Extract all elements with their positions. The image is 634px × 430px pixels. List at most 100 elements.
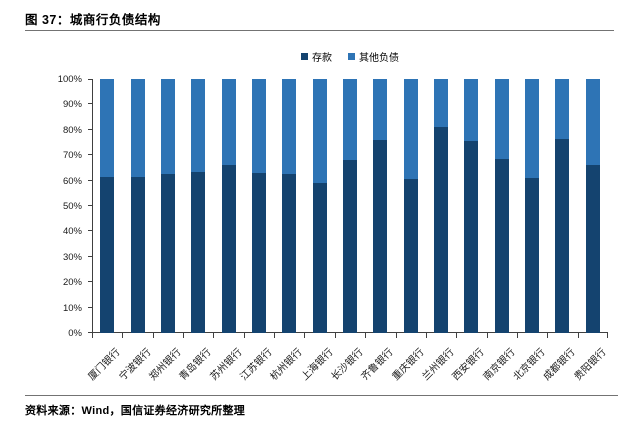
- bar-segment: [130, 176, 145, 333]
- bar-segment: [282, 79, 297, 175]
- x-tick: [578, 333, 579, 338]
- legend-label: 存款: [312, 53, 332, 64]
- bar-segment: [434, 79, 449, 128]
- x-tick: [487, 333, 488, 338]
- y-tick-label: 80%: [62, 124, 82, 136]
- bar-segment: [221, 79, 236, 166]
- bar-segment: [373, 139, 388, 333]
- bar-segment: [100, 79, 115, 177]
- x-category-labels: 厦门银行 宁波银行 郑州银行 青岛银行 苏州银行 江苏银行 杭州银行 上海银行 长沙银行 齐鲁银行…: [87, 338, 609, 398]
- title-divider: [25, 30, 614, 31]
- bar-segment: [160, 79, 175, 175]
- x-tick: [517, 333, 518, 338]
- x-category-label: 齐鲁银行: [359, 346, 396, 383]
- y-tick-label: 20%: [62, 277, 82, 289]
- x-tick: [244, 333, 245, 338]
- bar-segment: [585, 79, 600, 166]
- chart-legend: 存款 其他负债: [92, 49, 608, 64]
- legend-swatch-icon: [301, 53, 308, 60]
- y-tick-label: 40%: [62, 226, 82, 238]
- y-tick: [88, 332, 92, 333]
- bar-segment: [494, 159, 509, 333]
- y-tick: [88, 205, 92, 206]
- legend-label: 其他负债: [359, 53, 399, 64]
- y-tick-label: 70%: [62, 150, 82, 162]
- x-category-label: 杭州银行: [268, 346, 305, 383]
- bar-segment: [494, 79, 509, 160]
- bar-segment: [464, 79, 479, 142]
- x-category-label: 青岛银行: [177, 346, 214, 383]
- bar-segment: [555, 138, 570, 333]
- legend-swatch-icon: [348, 53, 355, 60]
- source-divider: [25, 395, 618, 396]
- bar-segment: [251, 172, 266, 333]
- x-tick: [304, 333, 305, 338]
- x-category-label: 江苏银行: [238, 346, 275, 383]
- bar-segment: [100, 176, 115, 333]
- source-note: 资料来源：Wind，国信证券经济研究所整理: [25, 405, 246, 417]
- x-category-label: 成都银行: [542, 346, 579, 383]
- x-tick: [92, 333, 93, 338]
- x-tick: [365, 333, 366, 338]
- y-tick: [88, 230, 92, 232]
- bar-segment: [343, 160, 357, 333]
- y-tick: [88, 179, 92, 181]
- x-tick: [426, 333, 427, 338]
- y-tick-label: 100%: [57, 74, 82, 85]
- x-category-label: 苏州银行: [208, 346, 245, 383]
- bar-segment: [434, 127, 449, 333]
- y-tick: [88, 154, 92, 156]
- bar-segment: [130, 79, 145, 177]
- y-tick: [88, 255, 92, 257]
- plot-area: [88, 79, 608, 338]
- bar-segment: [525, 79, 540, 179]
- bar-segment: [191, 79, 206, 172]
- x-tick: [547, 333, 548, 338]
- x-tick: [396, 333, 397, 338]
- y-tick: [88, 103, 92, 105]
- y-axis-labels: 0% 10% 20% 30% 40% 50% 60% 70% 80% 90% 100%: [40, 74, 88, 339]
- x-category-label: 厦门银行: [86, 346, 123, 383]
- bar-segment: [585, 165, 600, 333]
- x-category-label: 长沙银行: [329, 346, 366, 383]
- figure-title: 图 37：城商行负债结构: [25, 13, 161, 27]
- y-tick: [88, 128, 92, 130]
- x-category-label: 贵阳银行: [572, 346, 609, 383]
- bar-segment: [403, 79, 418, 180]
- y-tick-label: 0%: [68, 328, 82, 339]
- y-tick-label: 30%: [62, 251, 82, 263]
- y-tick-label: 10%: [62, 302, 82, 314]
- x-tick: [274, 333, 275, 338]
- x-category-label: 宁波银行: [117, 346, 154, 383]
- x-tick: [122, 333, 123, 338]
- y-tick-label: 90%: [62, 99, 82, 111]
- bar-segment: [525, 178, 540, 333]
- bar-segment: [251, 79, 266, 173]
- bar-segment: [343, 79, 357, 161]
- x-tick: [153, 333, 154, 338]
- x-category-label: 南京银行: [481, 346, 518, 383]
- bar-segment: [555, 79, 570, 139]
- bar-segment: [464, 141, 479, 333]
- y-tick-label: 50%: [62, 201, 82, 212]
- legend-item: 其他负债: [348, 49, 399, 64]
- bar-segment: [282, 174, 297, 333]
- bar-segment: [312, 79, 327, 184]
- x-category-label: 上海银行: [299, 346, 336, 383]
- x-category-label: 郑州银行: [147, 346, 184, 383]
- y-tick: [88, 281, 92, 283]
- y-axis-line: [92, 79, 93, 333]
- x-tick: [335, 333, 336, 338]
- x-tick: [213, 333, 214, 338]
- x-category-label: 北京银行: [511, 346, 548, 383]
- bar-segment: [373, 79, 388, 140]
- bar-segment: [191, 171, 206, 333]
- x-tick: [183, 333, 184, 338]
- y-tick: [88, 79, 92, 80]
- legend-item: 存款: [301, 49, 332, 64]
- y-tick: [88, 306, 92, 308]
- bar-segment: [403, 179, 418, 333]
- x-tick: [607, 333, 608, 338]
- x-category-label: 重庆银行: [390, 346, 427, 383]
